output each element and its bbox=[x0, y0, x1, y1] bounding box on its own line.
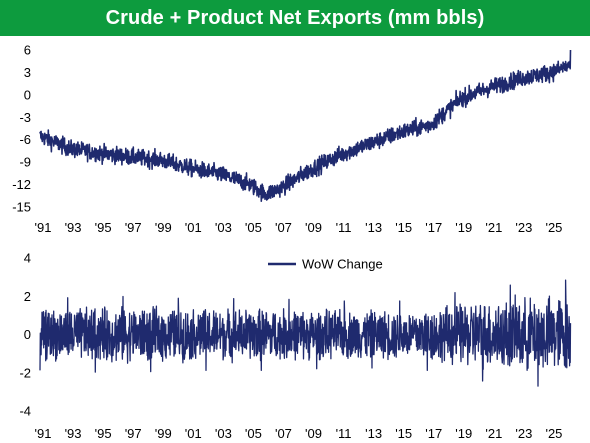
x-tick-label: '17 bbox=[425, 426, 442, 441]
x-tick-label: '23 bbox=[515, 426, 532, 441]
y-tick-label: 0 bbox=[24, 327, 31, 342]
y-tick-label: 6 bbox=[24, 43, 31, 58]
y-tick-label: 0 bbox=[24, 87, 31, 102]
x-tick-label: '95 bbox=[95, 426, 112, 441]
x-tick-label: '11 bbox=[336, 220, 352, 235]
x-tick-label: '93 bbox=[65, 426, 82, 441]
x-tick-label: '09 bbox=[305, 220, 322, 235]
x-tick-label: '91 bbox=[35, 426, 52, 441]
x-tick-label: '13 bbox=[365, 220, 382, 235]
x-tick-label: '01 bbox=[185, 426, 202, 441]
x-tick-label: '13 bbox=[365, 426, 382, 441]
x-tick-label: '05 bbox=[245, 426, 262, 441]
y-tick-label: -4 bbox=[19, 404, 31, 419]
x-tick-label: '19 bbox=[455, 426, 472, 441]
x-tick-label: '15 bbox=[395, 426, 412, 441]
y-tick-label: -6 bbox=[19, 132, 31, 147]
x-tick-label: '15 bbox=[395, 220, 412, 235]
x-tick-label: '21 bbox=[485, 220, 502, 235]
x-tick-label: '99 bbox=[155, 426, 172, 441]
x-tick-label: '23 bbox=[515, 220, 532, 235]
y-tick-label: -3 bbox=[19, 110, 31, 125]
chart-title: Crude + Product Net Exports (mm bbls) bbox=[105, 6, 485, 29]
y-tick-label: -15 bbox=[12, 200, 31, 215]
y-tick-label: 2 bbox=[24, 289, 31, 304]
x-tick-label: '09 bbox=[305, 426, 322, 441]
x-tick-label: '03 bbox=[215, 426, 232, 441]
legend-label: WoW Change bbox=[302, 257, 383, 272]
y-tick-label: 4 bbox=[24, 251, 31, 266]
bottom-panel-wow-change: 4 2 0 -2 -4 '91 '93 '95 '97 '99 '01 '03 '05 '07 '09 '11… bbox=[19, 251, 572, 441]
x-tick-label: '11 bbox=[336, 426, 352, 441]
x-tick-label: '07 bbox=[275, 426, 292, 441]
x-tick-label: '03 bbox=[215, 220, 232, 235]
top-panel-net-exports: 6 3 0 -3 -6 -9 -12 -15 '91 '93 '95 '97 '99 '01 '03 '05 '… bbox=[12, 43, 572, 235]
x-tick-label: '19 bbox=[455, 220, 472, 235]
x-tick-label: '93 bbox=[65, 220, 82, 235]
x-tick-label: '01 bbox=[185, 220, 202, 235]
legend-background bbox=[264, 255, 398, 273]
y-tick-label: -12 bbox=[12, 177, 31, 192]
x-tick-label: '05 bbox=[245, 220, 262, 235]
x-tick-label: '25 bbox=[545, 426, 562, 441]
x-tick-label: '91 bbox=[35, 220, 52, 235]
x-tick-label: '95 bbox=[95, 220, 112, 235]
y-tick-label: 3 bbox=[24, 65, 31, 80]
x-tick-label: '25 bbox=[545, 220, 562, 235]
x-tick-label: '97 bbox=[125, 426, 142, 441]
x-tick-label: '21 bbox=[485, 426, 502, 441]
series-line-wow-change bbox=[39, 279, 572, 387]
x-tick-label: '07 bbox=[275, 220, 292, 235]
x-tick-label: '99 bbox=[155, 220, 172, 235]
series-line-net-exports bbox=[39, 49, 572, 202]
x-tick-label: '17 bbox=[425, 220, 442, 235]
y-tick-label: -9 bbox=[19, 155, 31, 170]
x-tick-label: '97 bbox=[125, 220, 142, 235]
y-tick-label: -2 bbox=[19, 365, 31, 380]
chart-title-bar: Crude + Product Net Exports (mm bbls) bbox=[0, 0, 590, 36]
